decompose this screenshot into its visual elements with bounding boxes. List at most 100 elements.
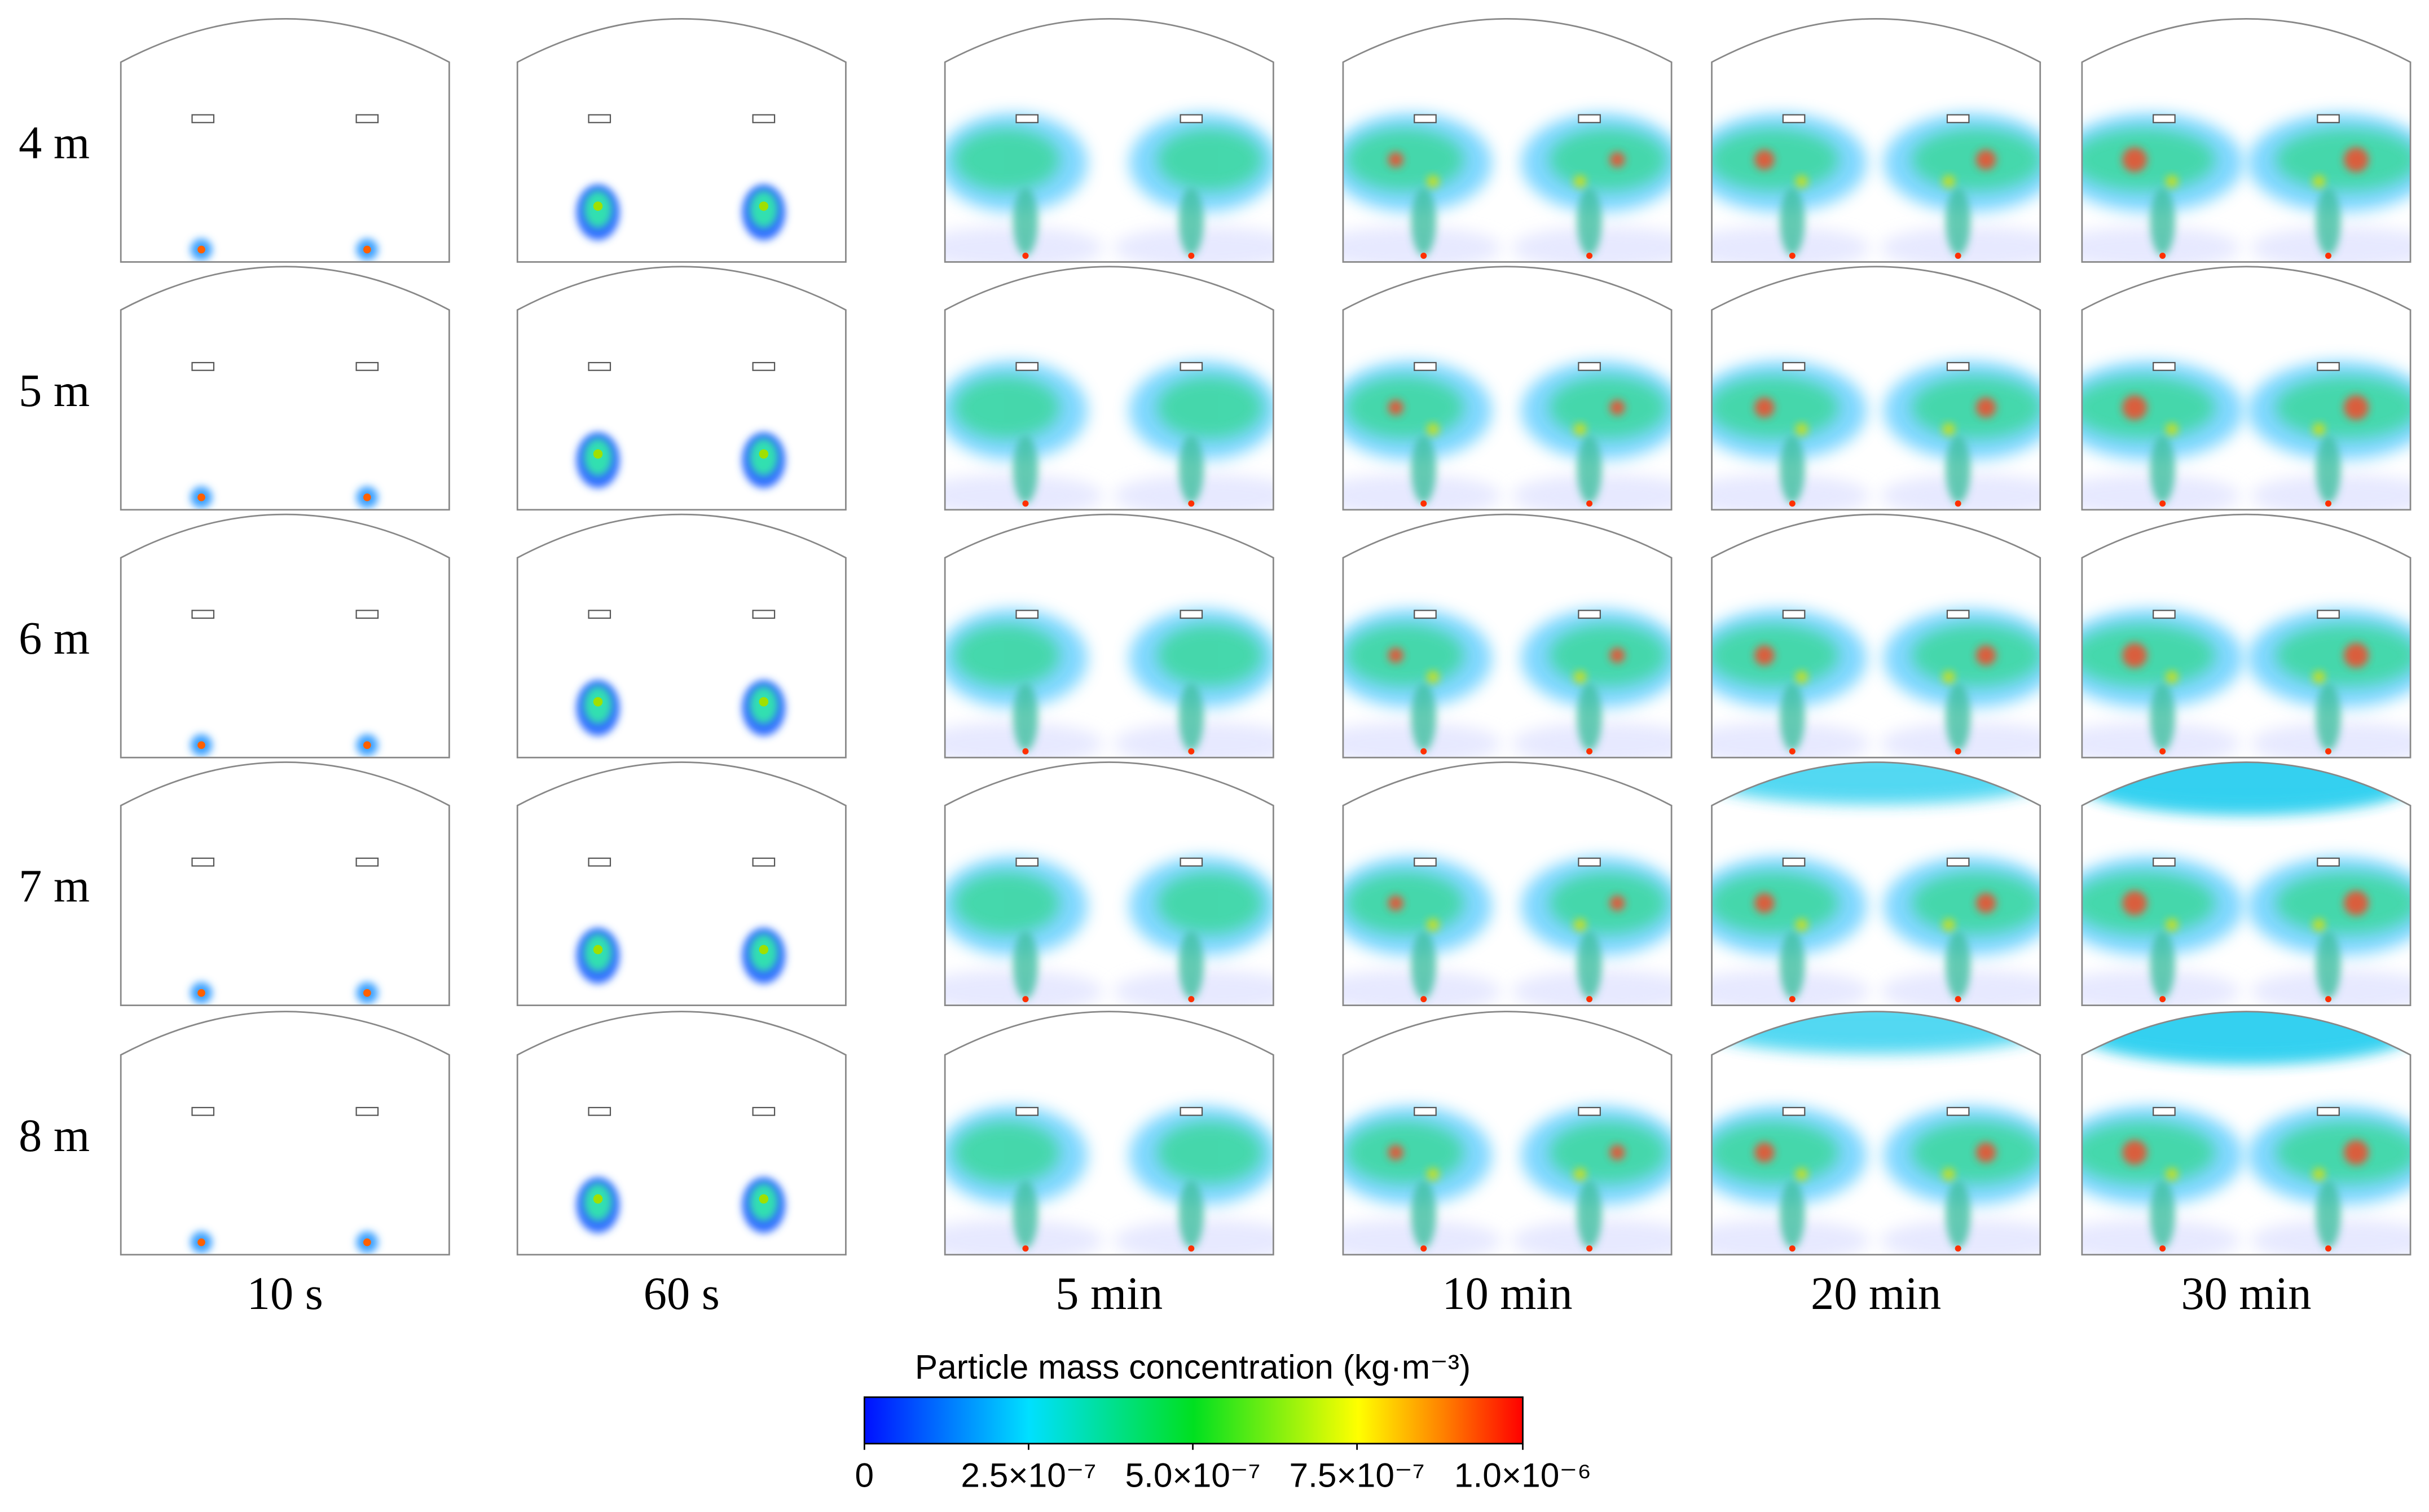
vent	[1782, 362, 1806, 371]
haze	[2082, 474, 2240, 510]
panel-outline	[1342, 17, 1673, 263]
source	[1789, 748, 1796, 755]
plume-core	[593, 945, 603, 955]
vent	[191, 114, 215, 124]
warm-spot	[1574, 1167, 1587, 1180]
haze	[945, 722, 1103, 758]
warm-spot	[2166, 423, 2179, 436]
warm-spot	[2313, 918, 2326, 931]
vent	[191, 610, 215, 619]
hot-spot	[1388, 1144, 1404, 1161]
stem	[1178, 435, 1204, 504]
stem	[1577, 683, 1602, 752]
panel-outline	[516, 266, 847, 511]
panel-outline	[2081, 761, 2412, 1007]
haze	[1343, 474, 1502, 510]
ceiling-haze	[1711, 1011, 2040, 1052]
panel	[576, 680, 786, 736]
haze	[2251, 722, 2411, 758]
plume-core	[197, 1238, 205, 1246]
source	[1789, 500, 1796, 507]
panel-outline	[120, 761, 450, 1007]
column-label: 20 min	[1811, 1268, 1941, 1319]
plume-core	[197, 493, 205, 501]
vent	[1180, 1107, 1203, 1116]
panel	[2082, 361, 2411, 510]
panel-outline	[2081, 266, 2412, 511]
panel	[576, 928, 786, 984]
hot-spot	[2343, 147, 2369, 173]
vent	[1414, 1107, 1437, 1116]
source	[1586, 500, 1593, 507]
panel	[1343, 113, 1672, 262]
haze	[1711, 474, 1870, 510]
colorbar-title: Particle mass concentration (kg·m⁻³)	[915, 1347, 1471, 1386]
vent	[1782, 114, 1806, 124]
panel-outline	[516, 1011, 847, 1256]
vent	[1946, 610, 1970, 619]
haze	[1114, 1219, 1274, 1255]
hot-spot	[1754, 893, 1775, 914]
source	[1586, 252, 1593, 259]
source	[1955, 996, 1961, 1003]
colorbar	[863, 1396, 1524, 1445]
colorbar-tick-label: 2.5×10⁻⁷	[961, 1456, 1096, 1495]
vent	[588, 857, 611, 867]
stem	[1411, 435, 1436, 504]
haze	[1880, 474, 2040, 510]
panel	[2082, 609, 2411, 758]
plume-core	[197, 245, 205, 254]
stem	[1780, 1180, 1805, 1249]
vent	[355, 1107, 379, 1116]
hot-spot	[1975, 149, 1996, 170]
panel-outline	[120, 266, 450, 511]
hot-spot	[2343, 643, 2369, 668]
warm-spot	[1574, 423, 1587, 436]
haze	[2251, 1219, 2411, 1255]
warm-spot	[1574, 918, 1587, 931]
panel-outline	[1711, 1011, 2041, 1256]
haze	[945, 474, 1103, 510]
plume-core	[593, 1194, 603, 1204]
vent	[355, 857, 379, 867]
panel	[1711, 361, 2040, 510]
row-label: 7 m	[19, 861, 90, 912]
stem	[2150, 187, 2175, 256]
panel-outline	[944, 1011, 1274, 1256]
stem	[1946, 435, 1971, 504]
stem	[2150, 931, 2175, 999]
warm-spot	[1795, 423, 1808, 436]
source	[1022, 500, 1029, 507]
plume-inner	[1549, 129, 1667, 191]
hot-spot	[1388, 152, 1404, 167]
vent	[2153, 857, 2176, 867]
vent	[2317, 610, 2340, 619]
source	[2159, 252, 2166, 259]
vent	[1180, 114, 1203, 124]
hot-spot	[1975, 645, 1996, 665]
vent	[1180, 362, 1203, 371]
row-label: 4 m	[19, 117, 90, 168]
ceiling-haze	[1711, 762, 2040, 803]
stem	[1178, 931, 1204, 999]
vent	[191, 857, 215, 867]
warm-spot	[1942, 175, 1955, 188]
source	[1955, 252, 1961, 259]
source	[1586, 748, 1593, 755]
hot-spot	[1609, 1144, 1625, 1161]
panel	[190, 734, 379, 756]
haze	[1711, 722, 1870, 758]
panel	[945, 1106, 1274, 1255]
plume-core	[197, 741, 205, 750]
stem	[2150, 683, 2175, 752]
panel	[190, 486, 379, 509]
panel-outline	[1342, 761, 1673, 1007]
column-label: 10 min	[1442, 1268, 1572, 1319]
source	[1420, 252, 1427, 259]
source	[1789, 252, 1796, 259]
vent	[752, 610, 776, 619]
row-label: 6 m	[19, 612, 90, 664]
colorbar-tick-label: 1.0×10⁻⁶	[1454, 1456, 1591, 1495]
haze	[1114, 969, 1274, 1006]
stem	[1411, 187, 1436, 256]
